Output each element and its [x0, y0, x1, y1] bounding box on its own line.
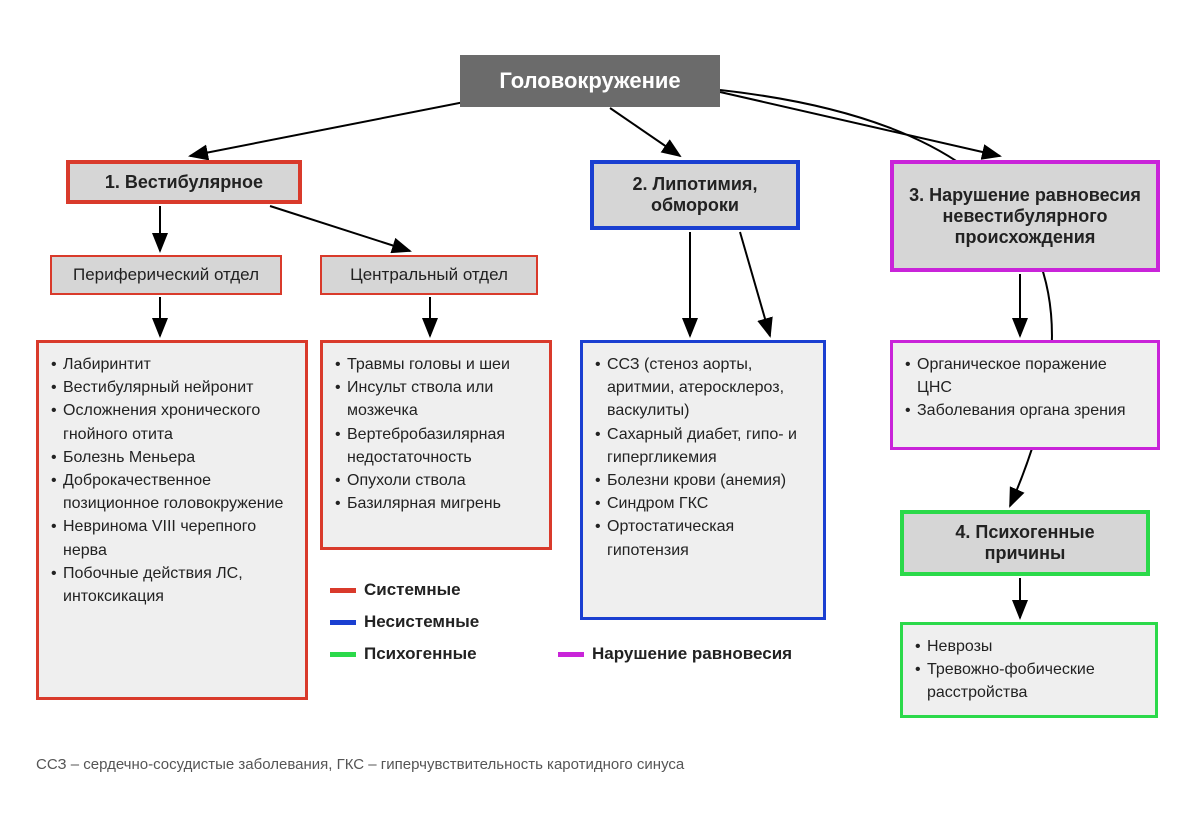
list-item: Вестибулярный нейронит — [51, 376, 293, 399]
subcategory-label: Центральный отдел — [350, 265, 508, 285]
list-item: Сахарный диабет, гипо- и гипергликемия — [595, 423, 811, 469]
legend-swatch — [330, 620, 356, 625]
list-item: Заболевания органа зрения — [905, 399, 1145, 422]
arrow — [740, 232, 770, 336]
list-item: Болезни крови (анемия) — [595, 469, 811, 492]
category-label: 3. Нарушение равновесия невестибулярного… — [904, 185, 1146, 248]
category-label: 4. Психогенные причины — [914, 522, 1136, 564]
category-nonvestibular: 3. Нарушение равновесия невестибулярного… — [890, 160, 1160, 272]
category-psychogenic: 4. Психогенные причины — [900, 510, 1150, 576]
legend-swatch — [330, 588, 356, 593]
arrow — [720, 92, 1000, 156]
category-vestibular: 1. Вестибулярное — [66, 160, 302, 204]
list-item: Доброкачественное позиционное головокруж… — [51, 469, 293, 515]
list-item: Осложнения хронического гнойного отита — [51, 399, 293, 445]
list-item: Невринома VIII черепного нерва — [51, 515, 293, 561]
legend-item: Системные — [330, 580, 461, 600]
list-item: Органическое поражение ЦНС — [905, 353, 1145, 399]
list-item: Травмы головы и шеи — [335, 353, 537, 376]
category-lipothymia: 2. Липотимия, обмороки — [590, 160, 800, 230]
subcategory-peripheral: Периферический отдел — [50, 255, 282, 295]
legend-item: Нарушение равновесия — [558, 644, 792, 664]
list-peripheral: ЛабиринтитВестибулярный нейронитОсложнен… — [36, 340, 308, 700]
footnote: ССЗ – сердечно-сосудистые заболевания, Г… — [36, 756, 684, 773]
list-item: Опухоли ствола — [335, 469, 537, 492]
legend-label: Нарушение равновесия — [592, 644, 792, 663]
list-nonvestibular: Органическое поражение ЦНСЗаболевания ор… — [890, 340, 1160, 450]
subcategory-central: Центральный отдел — [320, 255, 538, 295]
legend-label: Несистемные — [364, 612, 479, 631]
footnote-text: ССЗ – сердечно-сосудистые заболевания, Г… — [36, 756, 684, 773]
legend-label: Системные — [364, 580, 461, 599]
legend-swatch — [330, 652, 356, 657]
list-item: Тревожно-фобические расстройства — [915, 658, 1143, 704]
legend-label: Психогенные — [364, 644, 477, 663]
list-item: Лабиринтит — [51, 353, 293, 376]
list-item: Неврозы — [915, 635, 1143, 658]
list-item: Побочные действия ЛС, интоксикация — [51, 562, 293, 608]
root-label: Головокружение — [499, 68, 680, 94]
list-item: Вертебробазилярная недостаточность — [335, 423, 537, 469]
legend-item: Несистемные — [330, 612, 479, 632]
arrow — [610, 108, 680, 156]
category-label: 1. Вестибулярное — [105, 172, 263, 193]
list-item: Базилярная мигрень — [335, 492, 537, 515]
list-item: ССЗ (стеноз аорты, аритмии, атеросклероз… — [595, 353, 811, 423]
arrow — [270, 206, 410, 251]
arrow — [190, 95, 500, 156]
subcategory-label: Периферический отдел — [73, 265, 259, 285]
list-item: Болезнь Меньера — [51, 446, 293, 469]
category-label: 2. Липотимия, обмороки — [604, 174, 786, 216]
list-item: Синдром ГКС — [595, 492, 811, 515]
list-central: Травмы головы и шеиИнсульт ствола или мо… — [320, 340, 552, 550]
legend-swatch — [558, 652, 584, 657]
legend-item: Психогенные — [330, 644, 477, 664]
list-item: Инсульт ствола или мозжечка — [335, 376, 537, 422]
list-item: Ортостатическая гипотензия — [595, 515, 811, 561]
root-node: Головокружение — [460, 55, 720, 107]
list-psychogenic: НеврозыТревожно-фобические расстройства — [900, 622, 1158, 718]
list-lipothymia: ССЗ (стеноз аорты, аритмии, атеросклероз… — [580, 340, 826, 620]
